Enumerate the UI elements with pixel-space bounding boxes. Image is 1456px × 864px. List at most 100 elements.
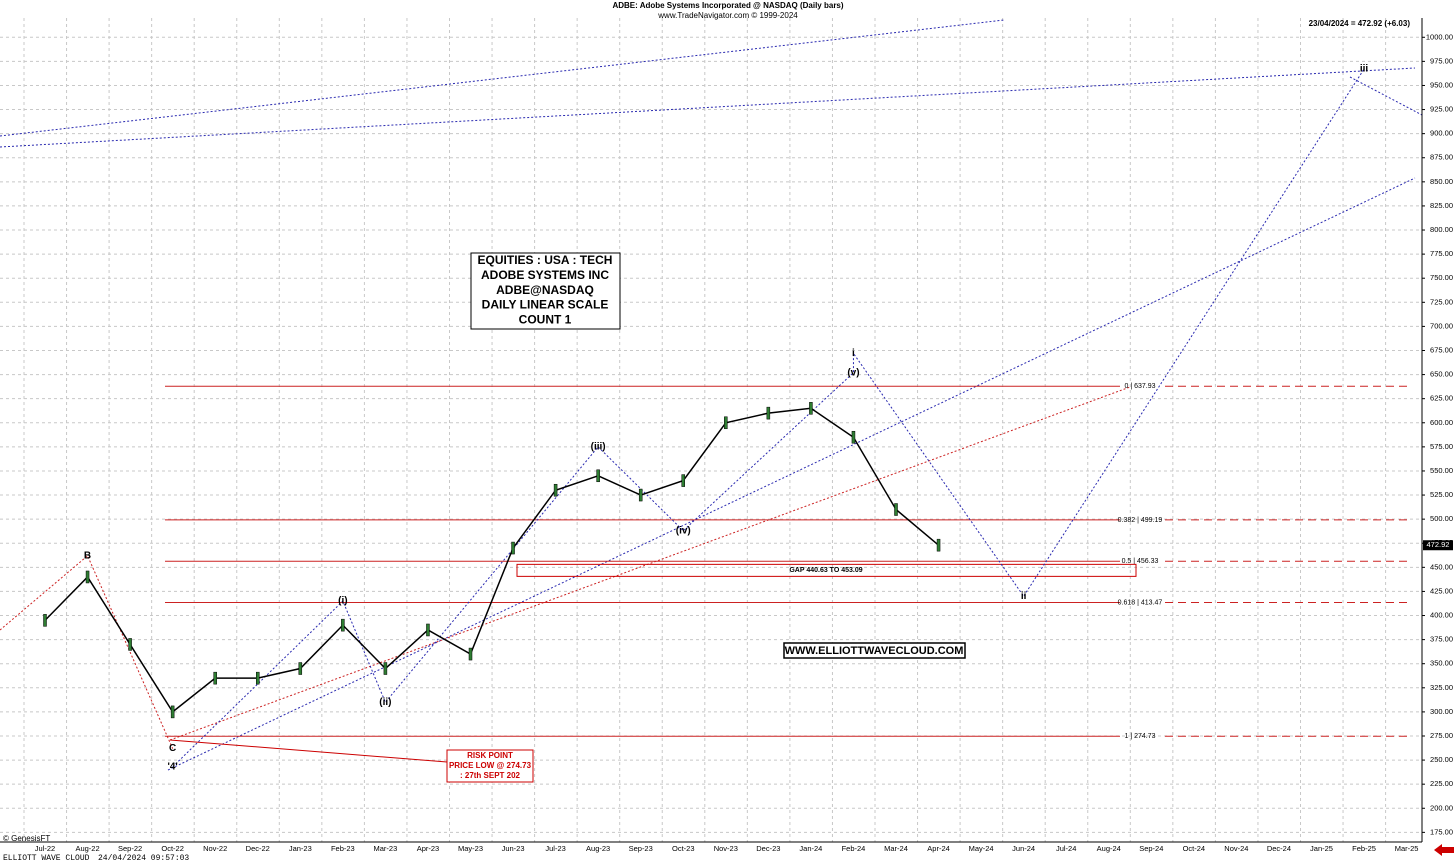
x-tick-label: Oct-24	[1183, 844, 1206, 853]
wave-label: (ii)	[379, 697, 391, 708]
chart-subtitle: www.TradeNavigator.com © 1999-2024	[657, 11, 798, 20]
y-tick-label: 650.00	[1430, 370, 1453, 379]
y-tick-label: 250.00	[1430, 755, 1453, 764]
y-tick-label: 750.00	[1430, 273, 1453, 282]
risk-line: RISK POINT	[467, 751, 513, 760]
price-bar	[383, 662, 388, 675]
price-bar	[681, 474, 685, 487]
x-tick-label: Jun-24	[1012, 844, 1035, 853]
info-line: ADOBE SYSTEMS INC	[481, 268, 609, 282]
y-tick-label: 175.00	[1430, 827, 1453, 836]
x-tick-label: Nov-22	[203, 844, 227, 853]
y-tick-label: 525.00	[1430, 490, 1453, 499]
risk-box-frame	[446, 749, 534, 783]
x-tick-label: Feb-23	[331, 844, 355, 853]
wave-label: (v)	[847, 367, 859, 378]
price-bar	[170, 705, 175, 719]
trend-line	[169, 386, 1131, 741]
fib-level-label: 0.618 | 413.47	[1118, 599, 1163, 606]
y-tick-label: 725.00	[1430, 297, 1453, 306]
risk-line: : 27th SEPT 202	[460, 771, 521, 780]
y-tick-label: 900.00	[1430, 129, 1453, 138]
price-bar	[936, 538, 941, 552]
x-tick-label: Jan-25	[1310, 844, 1333, 853]
y-tick-label: 550.00	[1430, 466, 1453, 475]
y-tick-label: 400.00	[1430, 611, 1453, 620]
y-tick-label: 325.00	[1430, 683, 1453, 692]
x-tick-label: Oct-23	[672, 844, 695, 853]
x-tick-label: Mar-23	[374, 844, 398, 853]
wave-label: '4'	[167, 761, 177, 772]
x-tick-label: Sep-23	[629, 844, 653, 853]
y-tick-label: 425.00	[1430, 586, 1453, 595]
last-quote: 23/04/2024 = 472.92 (+6.03)	[1309, 19, 1411, 28]
x-tick-label: Jan-23	[289, 844, 312, 853]
price-bar	[809, 402, 813, 415]
scroll-arrow[interactable]	[1434, 844, 1454, 856]
wave-label: (i)	[338, 596, 347, 607]
y-tick-label: 700.00	[1430, 321, 1453, 330]
x-tick-label: Dec-24	[1267, 844, 1291, 853]
y-tick-label: 675.00	[1430, 345, 1453, 354]
x-tick-label: Jul-23	[545, 844, 565, 853]
y-tick-label: 975.00	[1430, 56, 1453, 65]
wave-label: C	[169, 743, 176, 754]
wave-label: i	[852, 348, 855, 359]
last-price-box	[1423, 540, 1453, 551]
y-tick-label: 1000.00	[1426, 32, 1453, 41]
x-tick-label: Apr-23	[417, 844, 440, 853]
footer-brand: ELLIOTT WAVE CLOUD	[3, 854, 90, 863]
gap-label: GAP 440.63 TO 453.09	[789, 567, 862, 574]
info-line: COUNT 1	[519, 312, 572, 326]
trend-line	[0, 67, 1416, 148]
info-line: EQUITIES : USA : TECH	[478, 253, 613, 267]
wave-label: (iii)	[591, 442, 606, 453]
fib-level-label: 0.5 | 456.33	[1122, 558, 1159, 565]
price-bar	[298, 662, 303, 675]
x-tick-label: Sep-22	[118, 844, 142, 853]
fib-level-label: 0 | 637.93	[1124, 383, 1155, 390]
x-tick-label: Jul-24	[1056, 844, 1076, 853]
y-tick-label: 600.00	[1430, 418, 1453, 427]
x-tick-label: Dec-23	[756, 844, 780, 853]
price-bar	[894, 503, 898, 516]
price-line	[44, 407, 940, 714]
x-tick-label: Apr-24	[927, 844, 950, 853]
x-tick-label: Mar-25	[1395, 844, 1419, 853]
price-bar	[638, 488, 643, 502]
chart-title: ADBE: Adobe Systems Incorporated @ NASDA…	[612, 1, 843, 10]
website-frame	[783, 642, 966, 659]
trend-line	[1349, 76, 1423, 116]
x-tick-label: Nov-23	[714, 844, 738, 853]
website: WWW.ELLIOTTWAVECLOUD.COM	[785, 645, 964, 657]
y-tick-label: 500.00	[1430, 514, 1453, 523]
x-tick-label: Aug-23	[586, 844, 610, 853]
price-bar	[43, 614, 47, 627]
copyright: © GenesisFT	[3, 834, 50, 843]
risk-pointer	[169, 739, 448, 763]
x-tick-label: May-23	[458, 844, 483, 853]
wave-label: ii	[1021, 591, 1027, 602]
plot: 0 | 637.93 0.382 | 499.19 0.5 | 456.33 0.61…	[0, 64, 1412, 772]
price-bar	[553, 483, 558, 497]
price-bar	[724, 416, 728, 430]
x-tick-label: Feb-25	[1352, 844, 1376, 853]
price-bar	[596, 469, 600, 483]
trend-lines	[0, 19, 1423, 771]
y-tick-label: 575.00	[1430, 442, 1453, 451]
info-box-frame	[470, 252, 621, 330]
y-tick-label: 925.00	[1430, 105, 1453, 114]
x-tick-label: Jul-22	[35, 844, 55, 853]
info-line: DAILY LINEAR SCALE	[482, 298, 609, 312]
y-tick-label: 875.00	[1430, 153, 1453, 162]
price-bar	[511, 541, 515, 555]
x-tick-label: Nov-24	[1224, 844, 1248, 853]
x-tick-label: Aug-22	[75, 844, 99, 853]
y-tick-label: 800.00	[1430, 225, 1453, 234]
y-tick-label: 850.00	[1430, 177, 1453, 186]
footer-time: 24/04/2024 09:57:03	[98, 854, 189, 863]
price-bar	[851, 430, 856, 444]
